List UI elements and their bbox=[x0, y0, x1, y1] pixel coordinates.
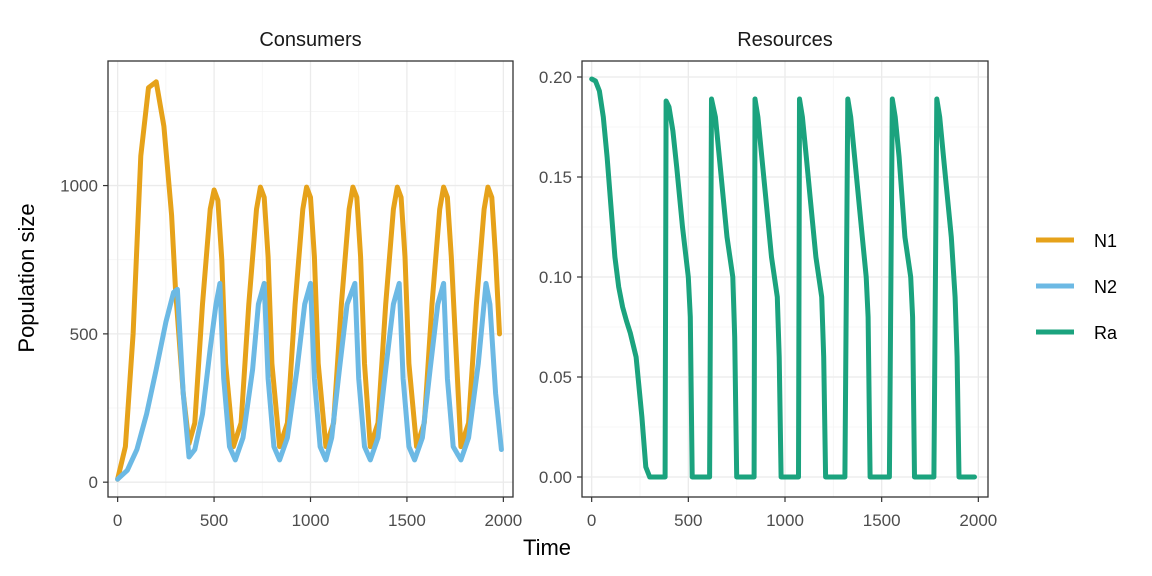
x-tick-label: 1000 bbox=[766, 511, 804, 530]
y-tick-label: 0.15 bbox=[539, 168, 572, 187]
series-line-n1 bbox=[115, 79, 502, 482]
x-tick-label: 2000 bbox=[959, 511, 997, 530]
x-tick-label: 500 bbox=[200, 511, 228, 530]
x-tick-label: 500 bbox=[674, 511, 702, 530]
panel-title: Consumers bbox=[259, 29, 361, 51]
y-tick-label: 0 bbox=[89, 473, 98, 492]
panel-consumers: Consumers 0 500 1000 1500 2000 0 500 1000 bbox=[60, 29, 522, 530]
x-tick-label: 2000 bbox=[484, 511, 522, 530]
legend-label-n2: N2 bbox=[1094, 277, 1117, 297]
x-tick-label: 1000 bbox=[292, 511, 330, 530]
series-line-n2 bbox=[115, 280, 504, 482]
x-axis-title: Time bbox=[523, 535, 571, 560]
x-tick-label: 1500 bbox=[863, 511, 901, 530]
y-tick-label: 0.00 bbox=[539, 468, 572, 487]
y-tick-label: 1000 bbox=[60, 177, 98, 196]
legend: N1 N2 Ra bbox=[1036, 231, 1118, 343]
legend-label-ra: Ra bbox=[1094, 323, 1118, 343]
x-tick-label: 0 bbox=[587, 511, 596, 530]
x-tick-label: 0 bbox=[113, 511, 122, 530]
panel-title: Resources bbox=[737, 29, 833, 51]
y-tick-label: 0.20 bbox=[539, 68, 572, 87]
y-tick-label: 0.10 bbox=[539, 268, 572, 287]
series-line-ra bbox=[589, 76, 977, 480]
panel-resources: Resources 0 500 1000 1500 2000 0.00 0.05 0.10 0.1… bbox=[539, 29, 997, 530]
legend-label-n1: N1 bbox=[1094, 231, 1117, 251]
y-axis-title: Population size bbox=[14, 203, 39, 352]
x-tick-label: 1500 bbox=[388, 511, 426, 530]
y-tick-label: 0.05 bbox=[539, 368, 572, 387]
y-tick-label: 500 bbox=[70, 325, 98, 344]
